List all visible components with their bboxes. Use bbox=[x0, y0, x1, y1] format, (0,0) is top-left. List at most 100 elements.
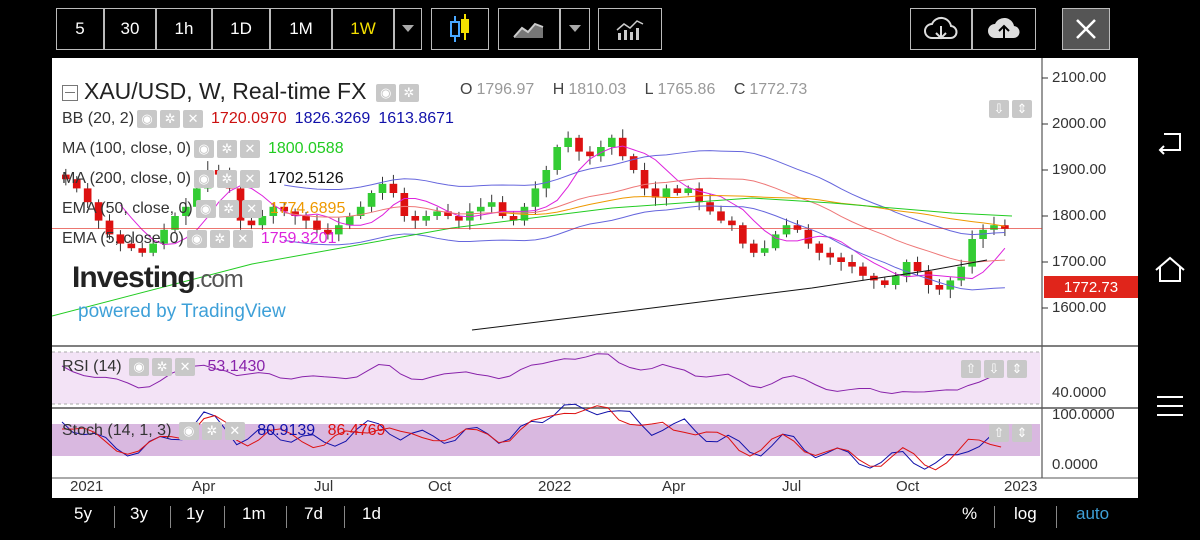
time-tick-label: 2023 bbox=[1004, 478, 1038, 495]
range-1y-button[interactable]: 1y bbox=[186, 504, 204, 523]
indicator-legend-row: BB (20, 2) ◉ ✲ ✕ 1720.0970 1826.3269 1613.8671 bbox=[62, 110, 454, 128]
range-3y-button[interactable]: 3y bbox=[130, 504, 148, 523]
candle-body bbox=[345, 216, 354, 226]
candle-body bbox=[280, 206, 289, 212]
eye-icon[interactable]: ◉ bbox=[193, 170, 214, 188]
candle-body bbox=[946, 280, 955, 290]
eye-icon[interactable]: ◉ bbox=[129, 358, 150, 376]
close-icon[interactable]: ✕ bbox=[224, 422, 245, 440]
menu-button[interactable] bbox=[1150, 386, 1190, 426]
range-5y-button[interactable]: 5y bbox=[74, 504, 92, 523]
candle-body bbox=[586, 151, 594, 157]
chart-type-dropdown-button[interactable] bbox=[560, 8, 590, 50]
close-icon[interactable]: ✕ bbox=[232, 230, 253, 248]
back-button[interactable] bbox=[1150, 124, 1190, 164]
time-tick-label: Oct bbox=[428, 478, 452, 495]
move-up-icon[interactable]: ⇧ bbox=[989, 424, 1009, 442]
interval-30-button[interactable]: 30 bbox=[104, 8, 156, 50]
indicator-line bbox=[284, 177, 1005, 263]
eye-icon[interactable]: ◉ bbox=[375, 83, 396, 102]
chevron-down-icon bbox=[402, 25, 414, 32]
back-icon bbox=[1158, 133, 1181, 155]
auto-scale-button[interactable]: auto bbox=[1076, 504, 1110, 523]
chart-canvas[interactable]: XAU/USD, W, Real-time FX ◉ ✲ O 1796.97 H 18… bbox=[52, 58, 1138, 498]
candle-body bbox=[498, 202, 507, 216]
gear-icon[interactable]: ✲ bbox=[216, 170, 237, 188]
close-icon[interactable]: ✕ bbox=[241, 200, 262, 218]
move-down-icon[interactable]: ⇩ bbox=[989, 100, 1009, 118]
indicator-legend-row: EMA (50, close, 0) ◉ ✲ ✕ 1774.6895 bbox=[62, 200, 345, 218]
indicator-label: EMA (5, close, 0) bbox=[62, 230, 184, 248]
close-icon[interactable]: ✕ bbox=[183, 110, 204, 128]
candle-body bbox=[476, 206, 485, 212]
maximize-icon[interactable]: ⇕ bbox=[1012, 424, 1032, 442]
rsi-band bbox=[52, 352, 1040, 404]
close-icon bbox=[1076, 19, 1096, 39]
ma-200-line bbox=[471, 259, 988, 331]
move-down-icon[interactable]: ⇩ bbox=[984, 360, 1004, 378]
gear-icon[interactable]: ✲ bbox=[152, 358, 173, 376]
log-scale-button[interactable]: log bbox=[1014, 504, 1037, 523]
gear-icon[interactable]: ✲ bbox=[216, 140, 237, 158]
candle-body bbox=[313, 220, 321, 230]
interval-1h-button[interactable]: 1h bbox=[156, 8, 212, 50]
candle-body bbox=[291, 211, 299, 216]
eye-icon[interactable]: ◉ bbox=[195, 200, 216, 218]
candle-body bbox=[466, 211, 474, 221]
rsi-pane-controls: ⇧ ⇩ ⇕ bbox=[958, 360, 1027, 378]
move-up-icon[interactable]: ⇧ bbox=[961, 360, 981, 378]
candles-type-button[interactable] bbox=[431, 8, 489, 50]
range-1d-button[interactable]: 1d bbox=[362, 504, 381, 523]
ohlc-readout: O 1796.97 H 1810.03 L 1765.86 C 1772.73 bbox=[460, 81, 808, 98]
rsi-line bbox=[61, 353, 1002, 394]
candle-body bbox=[859, 266, 867, 276]
home-button[interactable] bbox=[1150, 250, 1190, 290]
indicators-button[interactable] bbox=[598, 8, 662, 50]
gear-icon[interactable]: ✲ bbox=[201, 422, 222, 440]
interval-1m-button[interactable]: 1M bbox=[270, 8, 332, 50]
percent-scale-button[interactable]: % bbox=[962, 504, 978, 523]
candle-body bbox=[913, 262, 922, 272]
interval-1d-button[interactable]: 1D bbox=[212, 8, 270, 50]
home-icon bbox=[1155, 256, 1185, 282]
interval-1w-button[interactable]: 1W bbox=[332, 8, 394, 50]
gear-icon[interactable]: ✲ bbox=[398, 83, 419, 102]
stoch-k-line bbox=[61, 403, 1002, 470]
maximize-icon[interactable]: ⇕ bbox=[1012, 100, 1032, 118]
maximize-icon[interactable]: ⇕ bbox=[1007, 360, 1027, 378]
eye-icon[interactable]: ◉ bbox=[137, 110, 158, 128]
chevron-down-icon bbox=[569, 25, 581, 32]
interval-5-button[interactable]: 5 bbox=[56, 8, 104, 50]
range-7d-button[interactable]: 7d bbox=[304, 504, 323, 523]
upload-layout-button[interactable] bbox=[972, 8, 1036, 50]
close-icon[interactable]: ✕ bbox=[239, 140, 260, 158]
eye-icon[interactable]: ◉ bbox=[186, 230, 207, 248]
chart-title: XAU/USD, W, Real-time FX ◉ ✲ bbox=[62, 78, 419, 105]
gear-icon[interactable]: ✲ bbox=[209, 230, 230, 248]
candle-body bbox=[935, 285, 944, 290]
range-1m-button[interactable]: 1m bbox=[242, 504, 266, 523]
candle-body bbox=[1001, 225, 1009, 229]
eye-icon[interactable]: ◉ bbox=[178, 422, 199, 440]
close-icon[interactable]: ✕ bbox=[239, 170, 260, 188]
close-icon[interactable]: ✕ bbox=[175, 358, 196, 376]
eye-icon[interactable]: ◉ bbox=[193, 140, 214, 158]
close-chart-button[interactable] bbox=[1062, 8, 1110, 50]
candle-body bbox=[149, 243, 157, 253]
stoch-pane-controls: ⇧ ⇕ bbox=[986, 424, 1032, 442]
indicator-value: 1759.3201 bbox=[260, 230, 337, 248]
download-layout-button[interactable] bbox=[910, 8, 972, 50]
interval-dropdown-button[interactable] bbox=[394, 8, 422, 50]
line-type-button[interactable] bbox=[498, 8, 560, 50]
candle-body bbox=[116, 234, 125, 244]
gear-icon[interactable]: ✲ bbox=[218, 200, 239, 218]
price-tick-label: 1900.00 bbox=[1052, 161, 1107, 178]
indicator-legend-row: MA (200, close, 0) ◉ ✲ ✕ 1702.5126 bbox=[62, 170, 344, 188]
candle-body bbox=[629, 156, 638, 170]
candle-body bbox=[902, 262, 911, 276]
candle-body bbox=[804, 229, 813, 244]
gear-icon[interactable]: ✲ bbox=[160, 110, 181, 128]
indicator-legend-row: EMA (5, close, 0) ◉ ✲ ✕ 1759.3201 bbox=[62, 230, 336, 248]
collapse-legend-icon[interactable] bbox=[62, 84, 78, 101]
rsi-tick-label: 40.0000 bbox=[1052, 384, 1107, 401]
